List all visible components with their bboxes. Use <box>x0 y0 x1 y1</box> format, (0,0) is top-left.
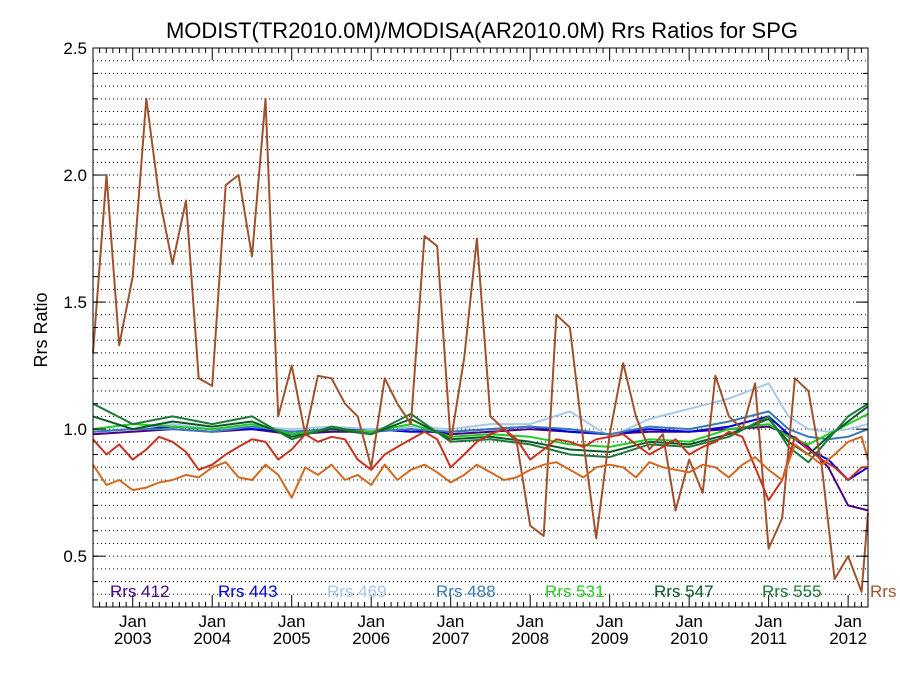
x-tick-year-label: 2010 <box>670 629 708 648</box>
y-tick-label: 2.5 <box>63 39 87 58</box>
x-tick-month-label: Jan <box>834 612 861 631</box>
x-tick-year-label: 2006 <box>352 629 390 648</box>
x-tick-month-label: Jan <box>755 612 782 631</box>
x-tick-year-label: 2011 <box>750 629 787 648</box>
x-tick-month-label: Jan <box>437 612 464 631</box>
legend-entry: Rrs <box>870 582 896 601</box>
x-tick-year-label: 2012 <box>829 629 867 648</box>
legend: Rrs 412 Rrs 443 Rrs 469 Rrs 488 Rrs 531 Rrs 5… <box>110 582 896 601</box>
x-tick-year-label: 2003 <box>114 629 152 648</box>
legend-entry: Rrs 469 <box>327 582 387 601</box>
series-line <box>92 428 868 502</box>
x-tick-month-label: Jan <box>675 612 702 631</box>
y-axis-label: Rrs Ratio <box>31 292 51 367</box>
x-tick-year-label: 2008 <box>511 629 549 648</box>
x-tick-month-label: Jan <box>596 612 623 631</box>
series-line <box>92 410 869 441</box>
x-tick-month-label: Jan <box>119 612 146 631</box>
legend-entry: Rrs 412 <box>110 582 170 601</box>
grid <box>93 60 868 595</box>
chart-title: MODIST(TR2010.0M)/MODISA(AR2010.0M) Rrs … <box>166 18 798 43</box>
x-tick-year-label: 2005 <box>273 629 311 648</box>
x-tick-year-label: 2004 <box>193 629 231 648</box>
x-tick-month-label: Jan <box>357 612 384 631</box>
legend-entry: Rrs 531 <box>545 582 605 601</box>
x-tick-month-label: Jan <box>199 612 226 631</box>
y-tick-label: 2.0 <box>63 166 87 185</box>
y-tick-label: 1.0 <box>63 420 87 439</box>
legend-entry: Rrs 488 <box>436 582 496 601</box>
series-line <box>92 435 869 499</box>
y-tick-label: 1.5 <box>63 293 87 312</box>
x-tick-year-label: 2009 <box>591 629 629 648</box>
legend-entry: Rrs 547 <box>654 582 714 601</box>
y-tick-label: 0.5 <box>63 547 87 566</box>
x-tick-month-label: Jan <box>278 612 305 631</box>
x-tick-month-label: Jan <box>516 612 543 631</box>
x-tick-year-label: 2007 <box>432 629 470 648</box>
legend-entry: Rrs 443 <box>218 582 278 601</box>
axis-ticks: 0.51.01.52.02.5Jan2003Jan2004Jan2005Jan2… <box>63 39 869 648</box>
series-line <box>92 402 869 464</box>
legend-entry: Rrs 555 <box>762 582 822 601</box>
series-line <box>92 97 869 593</box>
series-lines <box>92 97 869 593</box>
